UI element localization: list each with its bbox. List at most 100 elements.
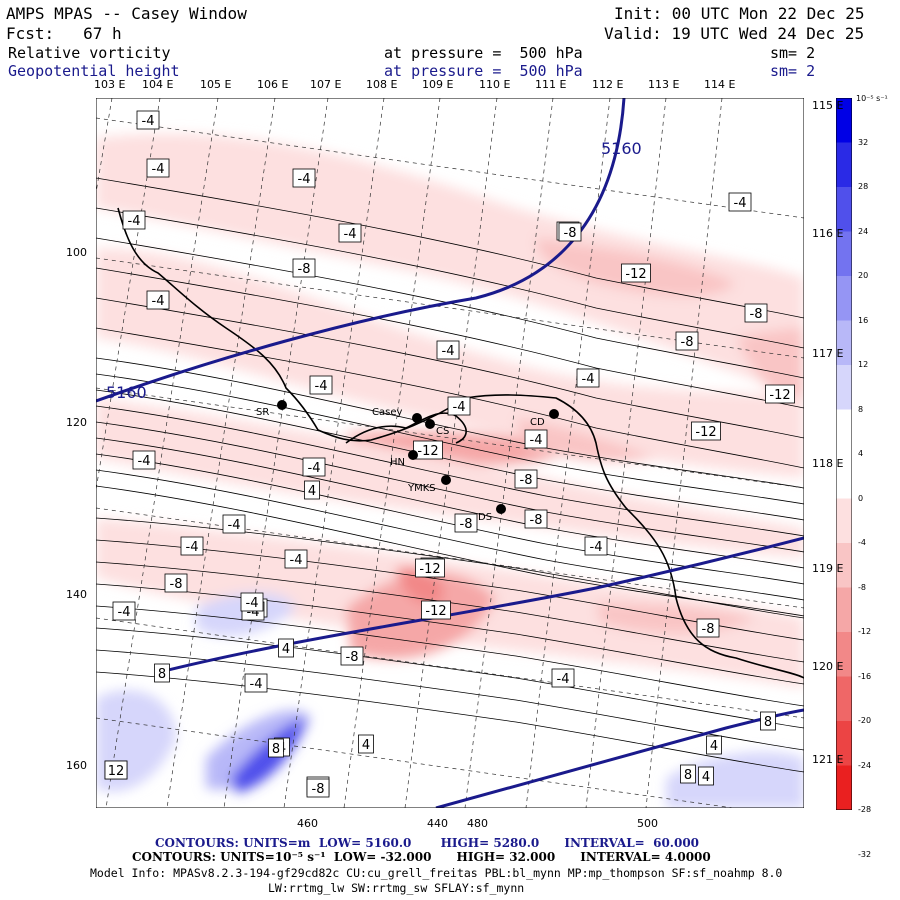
lon-label-right: 117 E <box>812 347 844 360</box>
vorticity-label: -4 <box>584 536 608 556</box>
x-axis-label: 480 <box>467 817 488 830</box>
colorbar-segment <box>836 676 852 722</box>
colorbar-segment <box>836 632 852 677</box>
height-contour-label: 5160 <box>106 383 147 402</box>
lon-label-top: 103 E <box>94 78 126 91</box>
svg-text:4: 4 <box>362 738 370 753</box>
svg-text:CD: CD <box>530 417 545 428</box>
vorticity-label: -8 <box>514 469 538 489</box>
svg-text:8: 8 <box>272 742 280 757</box>
svg-text:4: 4 <box>282 642 290 657</box>
colorbar-segment <box>836 409 852 455</box>
vorticity-label: -4 <box>180 536 204 556</box>
colorbar-segment <box>836 587 852 633</box>
lon-label-top: 111 E <box>535 78 567 91</box>
vorticity-label: -8 <box>340 646 364 666</box>
svg-text:8: 8 <box>684 768 692 783</box>
station-casey: Casey <box>372 407 422 423</box>
vorticity-label: -4 <box>132 450 156 470</box>
svg-text:-4: -4 <box>442 344 455 359</box>
field1-level: at pressure = 500 hPa <box>384 44 583 62</box>
svg-text:4: 4 <box>710 739 718 754</box>
svg-text:-4: -4 <box>315 379 328 394</box>
svg-text:-12: -12 <box>625 267 646 282</box>
vorticity-label: 4 <box>698 766 714 786</box>
vorticity-label: -4 <box>302 457 326 477</box>
vorticity-label: 4 <box>706 735 722 755</box>
colorbar-tick: 12 <box>858 360 869 369</box>
vorticity-label: 4 <box>304 480 320 500</box>
model-info: Model Info: MPASv8.2.3-194-gf29cd82c CU:… <box>90 866 783 880</box>
lon-label-right: 118 E <box>812 457 844 470</box>
lon-label-top: 106 E <box>257 78 289 91</box>
svg-text:-12: -12 <box>417 444 438 459</box>
lon-label-top: 107 E <box>310 78 342 91</box>
vorticity-label: -12 <box>691 421 721 441</box>
lon-label-top: 114 E <box>704 78 736 91</box>
y-axis-label: 120 <box>66 416 87 429</box>
svg-text:-12: -12 <box>419 562 440 577</box>
lon-label-top: 112 E <box>592 78 624 91</box>
vorticity-label: -4 <box>136 110 160 130</box>
colorbar-tick: -16 <box>858 671 872 681</box>
vorticity-label: -8 <box>744 303 768 323</box>
colorbar-tick: -12 <box>858 627 872 636</box>
colorbar-tick: 20 <box>858 271 869 280</box>
svg-text:-8: -8 <box>298 262 311 277</box>
svg-text:-4: -4 <box>152 162 165 177</box>
vorticity-label: 8 <box>154 663 170 683</box>
vorticity-label: -4 <box>240 592 264 612</box>
svg-text:YMKS: YMKS <box>407 483 436 494</box>
y-axis-label: 140 <box>66 588 87 601</box>
vorticity-label: -8 <box>524 509 548 529</box>
vorticity-label: -12 <box>413 440 443 460</box>
app-title: AMPS MPAS -- Casey Window <box>6 4 247 23</box>
field2-smoothing: sm= 2 <box>770 62 816 80</box>
valid-time: Valid: 19 UTC Wed 24 Dec 25 <box>604 24 865 43</box>
vorticity-label: -4 <box>244 673 268 693</box>
vorticity-label: -4 <box>122 210 146 230</box>
colorbar-segment <box>836 276 852 321</box>
vorticity-label: 8 <box>680 764 696 784</box>
svg-text:-8: -8 <box>681 335 694 350</box>
svg-text:-4: -4 <box>530 433 543 448</box>
vorticity-label: -8 <box>292 258 316 278</box>
svg-text:-4: -4 <box>228 518 241 533</box>
lon-label-right: 115 E <box>812 99 844 112</box>
svg-text:Casey: Casey <box>372 407 402 418</box>
svg-text:-8: -8 <box>530 513 543 528</box>
model-physics: LW:rrtmg_lw SW:rrtmg_sw SFLAY:sf_mynn <box>268 881 525 895</box>
vorticity-map: 5160 5160 -4 -4 -4 -4 -4 -4 -8 -4 -4 -8 -12 -8 -4 -8 -4… <box>96 98 804 808</box>
svg-text:8: 8 <box>764 715 772 730</box>
height-contour-info: CONTOURS: UNITS=m LOW= 5160.0 HIGH= 5280… <box>155 836 700 850</box>
vorticity-label: -4 <box>447 396 471 416</box>
vorticity-label: -4 <box>284 549 308 569</box>
vorticity-label: -8 <box>675 331 699 351</box>
lon-label-top: 110 E <box>479 78 511 91</box>
colorbar-segment <box>836 721 852 766</box>
vorticity-label: -8 <box>558 222 582 242</box>
vorticity-label: -4 <box>728 192 752 212</box>
field2-level: at pressure = 500 hPa <box>384 62 583 80</box>
lon-label-top: 109 E <box>422 78 454 91</box>
vorticity-label: 8 <box>268 738 284 758</box>
svg-text:-8: -8 <box>564 226 577 241</box>
lon-label-top: 113 E <box>648 78 680 91</box>
svg-text:-8: -8 <box>750 307 763 322</box>
lon-label-right: 116 E <box>812 227 844 240</box>
vorticity-label: -4 <box>436 340 460 360</box>
svg-text:CS: CS <box>436 426 449 437</box>
colorbar-segment <box>836 498 852 544</box>
station-ymks: YMKS <box>407 475 451 494</box>
colorbar-tick: -28 <box>858 805 872 814</box>
vorticity-label: -12 <box>765 384 795 404</box>
vorticity-label: -12 <box>421 600 451 620</box>
field2-name: Geopotential height <box>8 62 180 80</box>
colorbar-segment <box>836 365 852 410</box>
vorticity-label: 4 <box>278 638 294 658</box>
svg-text:-12: -12 <box>425 604 446 619</box>
svg-text:-4: -4 <box>246 596 259 611</box>
vorticity-contour-info: CONTOURS: UNITS=10⁻⁵ s⁻¹ LOW= -32.000 HI… <box>132 850 711 864</box>
svg-text:-12: -12 <box>695 425 716 440</box>
vorticity-label: -8 <box>306 778 330 798</box>
